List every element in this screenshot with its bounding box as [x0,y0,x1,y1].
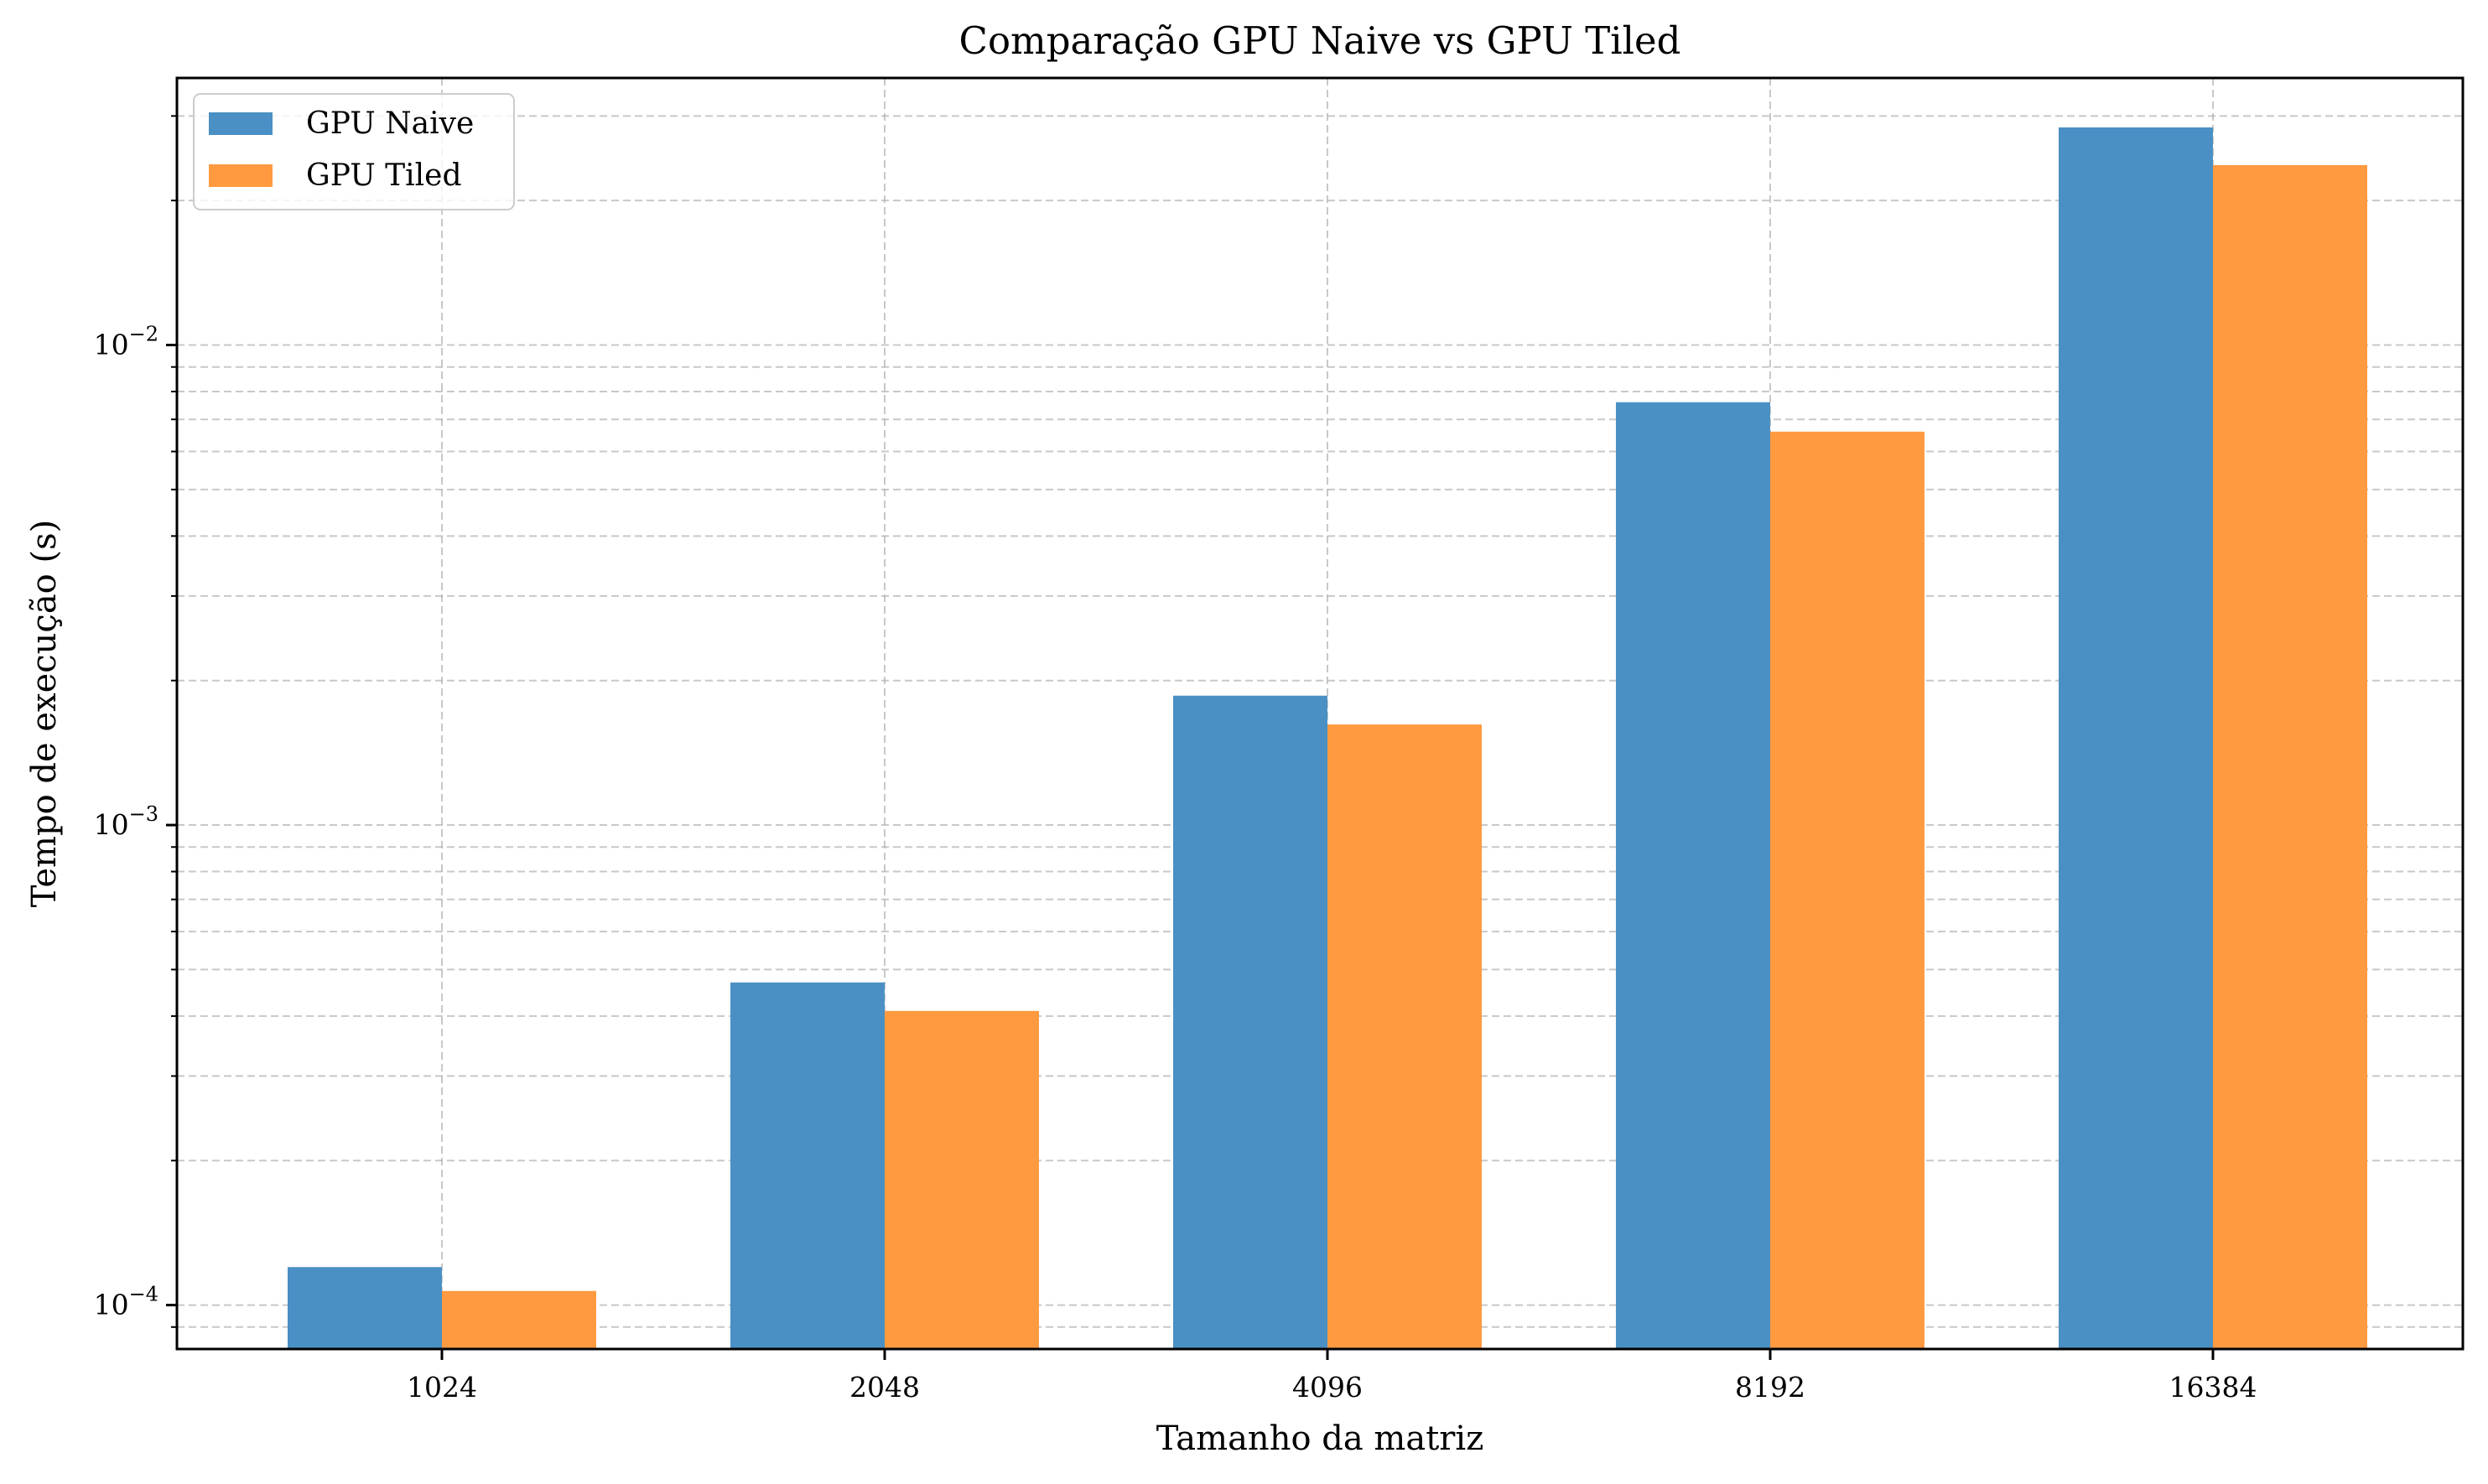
bar-gpu-naive-1024 [288,1267,442,1349]
y-tick-label: 10−2 [94,323,158,361]
bar-gpu-tiled-2048 [885,1010,1039,1349]
y-tick-label: 10−4 [94,1283,158,1321]
x-tick-label: 4096 [1292,1371,1363,1404]
x-tick-label: 1024 [407,1371,477,1404]
x-tick-label: 16384 [2169,1371,2257,1404]
x-tick-label: 2048 [849,1371,920,1404]
y-axis-label: Tempo de execução (s) [25,520,64,907]
bars [288,127,2367,1350]
y-axis-ticks: 10−4 10−3 10−2 [94,115,177,1328]
bar-gpu-tiled-4096 [1327,724,1482,1349]
axes-frame [175,76,2465,1351]
bar-gpu-naive-2048 [730,982,885,1349]
y-tick-label: 10−3 [94,802,158,841]
bar-gpu-naive-8192 [1616,402,1770,1349]
x-axis-ticks: 1024 2048 4096 8192 16384 [407,1349,2257,1404]
legend-label: GPU Naive [306,106,474,141]
chart-title: Comparação GPU Naive vs GPU Tiled [959,18,1681,63]
x-axis-label: Tamanho da matriz [1156,1419,1484,1458]
bar-gpu-tiled-1024 [442,1290,596,1349]
bar-gpu-naive-16384 [2059,127,2213,1350]
bar-gpu-tiled-16384 [2213,164,2367,1350]
bar-gpu-tiled-8192 [1770,431,1924,1350]
plot-area [175,76,2465,1351]
x-tick-label: 8192 [1735,1371,1805,1404]
legend-box [193,93,515,210]
legend-label: GPU Tiled [306,158,462,193]
legend-swatch [209,164,273,187]
legend-swatch [209,112,273,135]
legend: GPU Naive GPU Tiled [193,93,515,210]
bar-gpu-naive-4096 [1173,695,1327,1349]
